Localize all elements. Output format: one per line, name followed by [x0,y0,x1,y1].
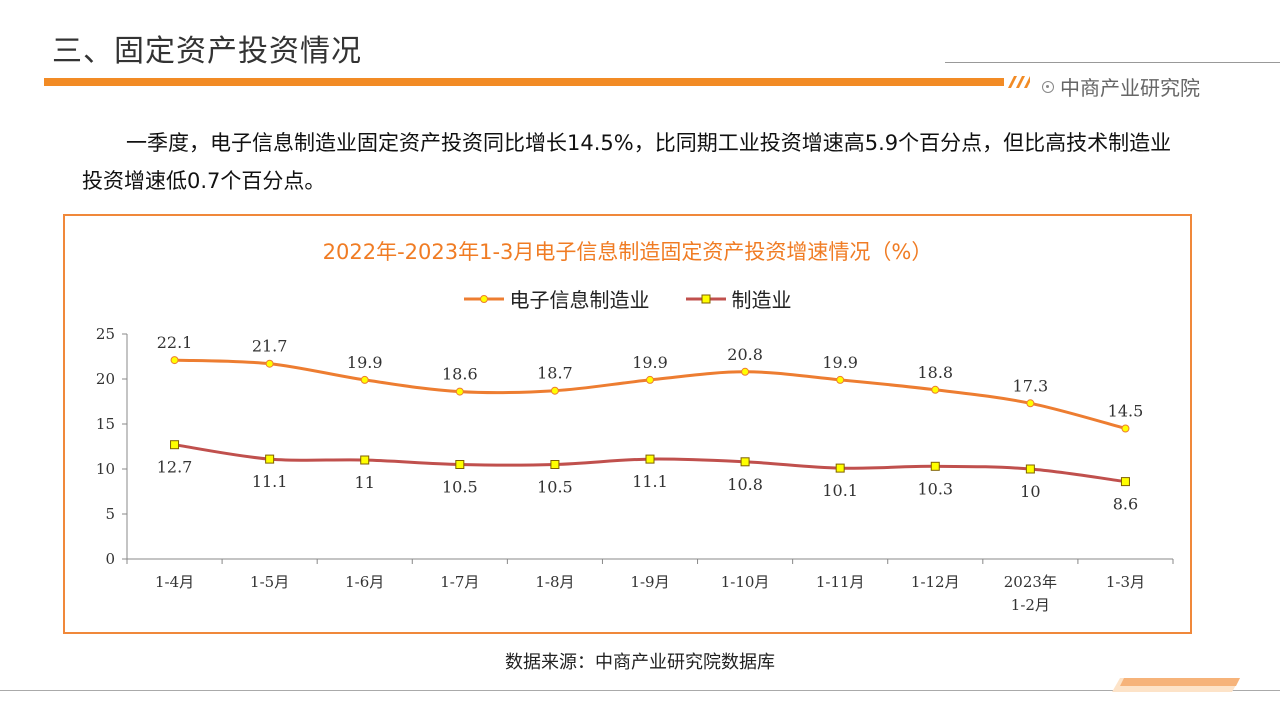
data-point-series-2 [930,461,940,471]
data-point-series-2 [1120,477,1130,487]
chart-container: 2022年-2023年1-3月电子信息制造固定资产投资增速情况（%） 电子信息制… [63,214,1192,634]
data-label-series-1: 22.1 [157,333,193,352]
y-tick-label: 5 [105,505,115,523]
header-divider [945,62,1280,63]
data-point-series-1 [836,375,845,384]
x-tick-label: 1-10月 [721,573,770,591]
data-point-series-1 [360,375,369,384]
data-point-series-2 [835,463,845,473]
brand-name: 中商产业研究院 [1060,76,1200,100]
data-label-series-2: 10.5 [537,478,573,497]
data-point-series-2 [550,460,560,469]
x-tick-label: 1-9月 [630,573,669,591]
data-label-series-2: 11 [355,473,375,492]
data-label-series-2: 11.1 [252,472,288,491]
data-label-series-2: 10.8 [727,475,763,494]
intro-paragraph: 一季度，电子信息制造业固定资产投资同比增长14.5%，比同期工业投资增速高5.9… [82,131,1172,193]
data-label-series-1: 20.8 [727,345,763,364]
y-tick-label: 10 [96,460,115,478]
title-underline [44,78,1004,86]
legend-marker-series-2 [685,294,726,303]
data-point-series-2 [740,457,750,467]
data-label-series-1: 19.9 [347,353,383,372]
y-tick-label: 25 [96,325,115,343]
footer-stripes-decoration [1112,678,1240,692]
chart-title: 2022年-2023年1-3月电子信息制造固定资产投资增速情况（%） [322,240,933,264]
data-label-series-2: 12.7 [157,458,193,477]
x-tick-label: 1-8月 [535,573,574,591]
data-point-series-1 [646,375,654,384]
data-point-series-1 [455,387,464,396]
data-label-series-1: 18.6 [442,365,478,384]
data-point-series-1 [741,367,750,376]
data-label-series-2: 10.5 [442,478,478,497]
footer-divider [0,690,1280,691]
x-tick-label: 1-6月 [345,573,384,591]
data-label-series-1: 19.9 [632,353,668,372]
chart-legend: 电子信息制造业 制造业 [65,284,1190,313]
y-tick-label: 15 [96,415,115,433]
data-label-series-1: 18.7 [537,364,573,383]
y-tick-label: 20 [96,370,115,388]
data-point-series-2 [360,455,370,465]
data-point-series-1 [1026,399,1035,408]
data-source-note: 数据来源：中商产业研究院数据库 [505,652,775,673]
data-label-series-1: 21.7 [252,337,288,356]
legend-marker-series-1 [463,294,504,303]
data-point-series-1 [265,359,274,368]
data-label-series-1: 19.9 [822,353,858,372]
data-label-series-2: 10.1 [822,481,858,500]
data-label-series-1: 17.3 [1013,376,1049,395]
data-point-series-1 [931,385,940,394]
data-point-series-2 [265,454,275,464]
x-tick-label: 1-5月 [250,573,289,591]
x-tick-label: 1-7月 [440,573,479,591]
data-point-series-1 [550,386,559,395]
legend-label-series-2: 制造业 [731,288,792,312]
x-tick-label: 2023年 [1004,573,1057,591]
x-tick-label: 1-3月 [1106,573,1145,591]
header-stripes-decoration [1008,76,1030,88]
data-point-series-2 [1025,464,1035,474]
page-title: 三、固定资产投资情况 [52,34,362,69]
x-tick-label: 1-4月 [155,573,194,591]
x-tick-label: 1-2月 [1011,596,1050,614]
data-label-series-1: 18.8 [917,363,953,382]
data-label-series-2: 10 [1020,482,1040,501]
y-tick-label: 0 [105,550,115,568]
x-tick-label: 1-12月 [911,573,960,591]
legend-item-series-1: 电子信息制造业 [463,284,650,313]
data-point-series-2 [455,460,465,469]
data-point-series-1 [1121,424,1130,433]
data-point-series-2 [170,440,180,450]
legend-item-series-2: 制造业 [685,284,792,313]
data-label-series-2: 10.3 [917,479,953,498]
legend-label-series-1: 电子信息制造业 [509,288,650,312]
data-label-series-1: 14.5 [1108,402,1144,421]
brand-circle-icon [1042,80,1054,93]
data-point-series-2 [645,454,655,464]
data-label-series-2: 11.1 [632,472,668,491]
data-label-series-2: 8.6 [1113,495,1138,514]
x-tick-label: 1-11月 [816,573,865,591]
data-point-series-1 [170,356,179,365]
brand-logo: 中商产业研究院 [1042,72,1200,101]
